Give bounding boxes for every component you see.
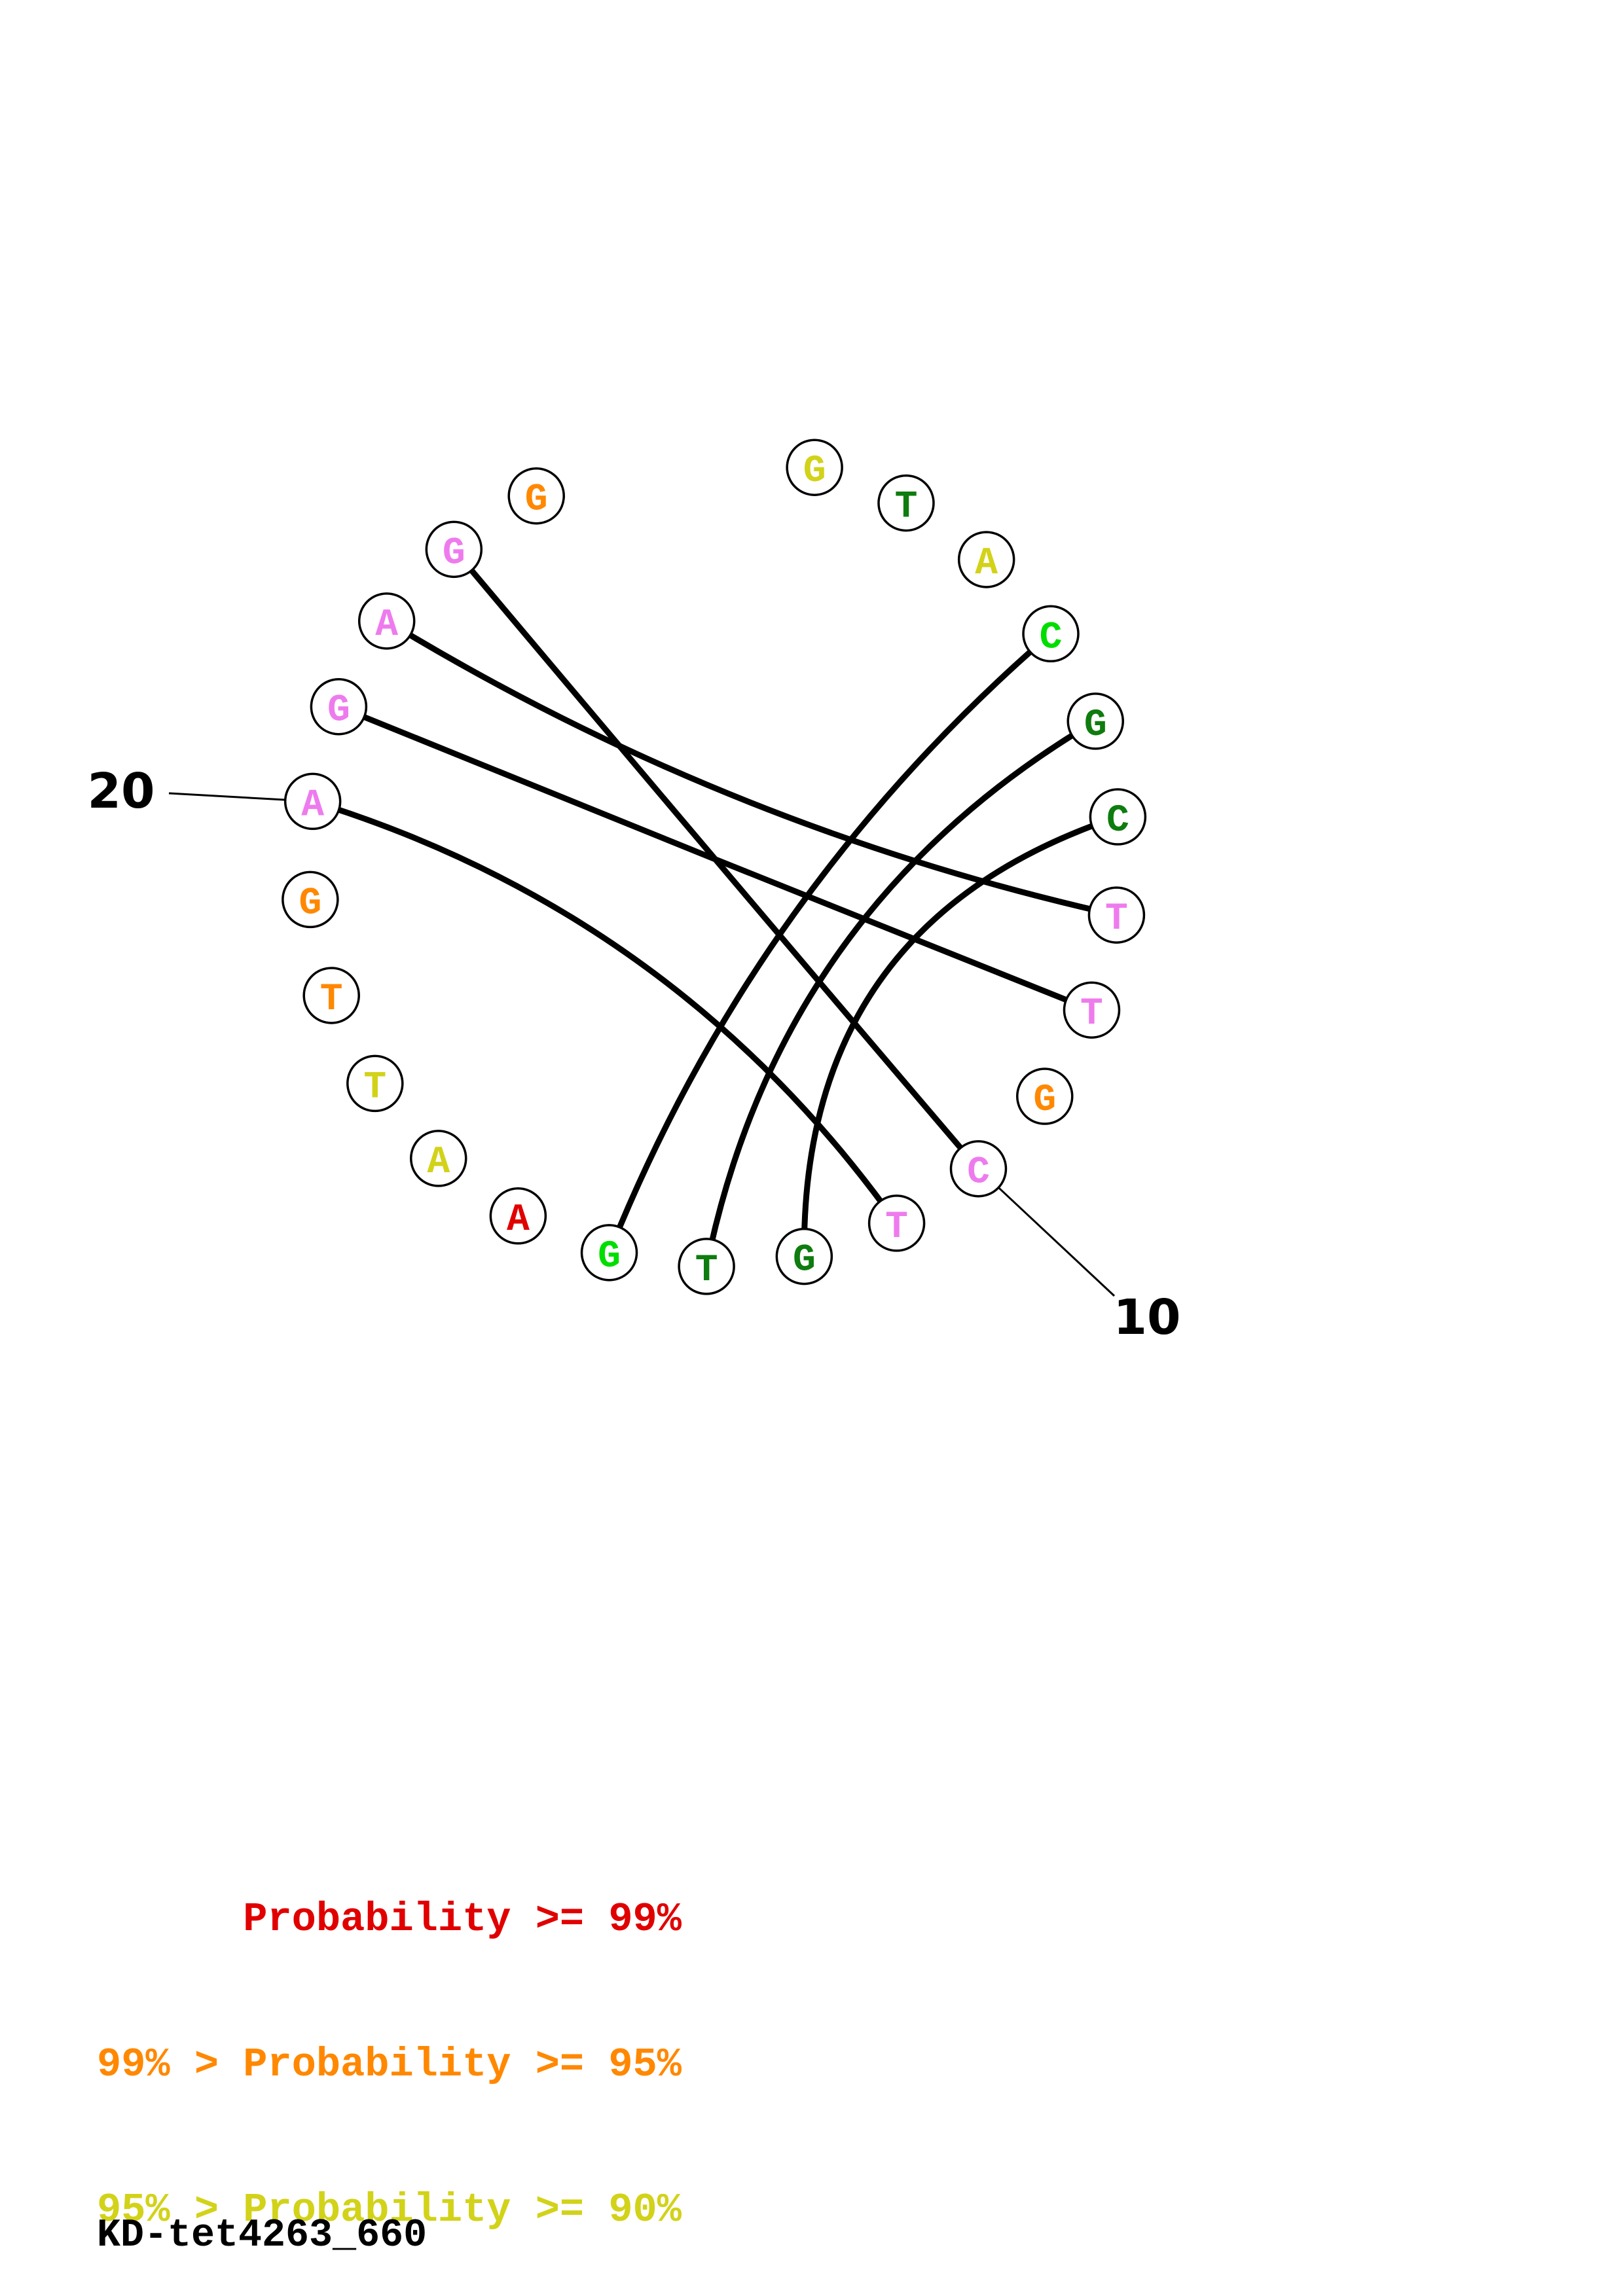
nucleotide-circle-23 xyxy=(425,520,483,579)
nucleotide-letter-22: A xyxy=(375,604,398,647)
nucleotide-letter-2: T xyxy=(895,486,918,529)
leader-line-10 xyxy=(977,1168,1116,1297)
nucleotide-circle-10 xyxy=(949,1139,1008,1198)
nucleotide-letter-10: C xyxy=(967,1152,990,1194)
nucleotide-letter-20: A xyxy=(301,784,324,827)
nucleotide-letter-7: T xyxy=(1105,898,1128,941)
nucleotide-circle-7 xyxy=(1087,886,1146,944)
nucleotide-letter-15: A xyxy=(507,1199,530,1242)
nucleotide-circle-9 xyxy=(1016,1067,1074,1125)
nucleotide-letter-12: G xyxy=(793,1240,816,1282)
nucleotide-letter-6: C xyxy=(1106,800,1129,842)
nucleotide-letter-21: G xyxy=(327,690,350,732)
nucleotide-circle-17 xyxy=(346,1054,404,1113)
nucleotide-letter-17: T xyxy=(363,1066,386,1109)
nucleotide-circle-4 xyxy=(1022,605,1080,663)
nucleotide-circle-24 xyxy=(507,467,565,525)
nucleotide-circle-20 xyxy=(283,772,342,831)
nucleotide-letter-24: G xyxy=(525,479,548,522)
probability-legend: Probability >= 99% 99% > Probability >= … xyxy=(97,1799,682,2296)
nucleotide-letter-4: C xyxy=(1040,617,1063,659)
nucleotide-letter-11: T xyxy=(885,1206,908,1249)
pair-arc-7-22 xyxy=(384,618,1120,918)
nucleotide-circle-19 xyxy=(282,870,339,929)
legend-item-p90: 95% > Probability >= 90% xyxy=(97,2187,682,2233)
nucleotide-circle-3 xyxy=(957,531,1015,588)
nucleotide-letter-1: G xyxy=(803,450,826,493)
pair-arc-4-14 xyxy=(606,630,1054,1256)
nucleotide-circle-5 xyxy=(1067,692,1124,750)
nucleotide-letter-19: G xyxy=(299,882,321,925)
nucleotide-circle-12 xyxy=(775,1227,833,1285)
nucleotide-circle-11 xyxy=(867,1194,926,1252)
position-label-20: 20 xyxy=(88,763,155,819)
pair-arc-5-13 xyxy=(703,718,1099,1270)
nucleotide-circle-18 xyxy=(302,967,360,1024)
nucleotide-letter-9: G xyxy=(1033,1079,1056,1122)
pair-arc-10-23 xyxy=(450,546,981,1172)
nucleotide-circle-14 xyxy=(580,1224,638,1282)
legend-item-p99: Probability >= 99% xyxy=(97,1896,682,1943)
legend-item-p95: 99% > Probability >= 95% xyxy=(97,2041,682,2088)
position-label-10: 10 xyxy=(1114,1289,1181,1346)
nucleotide-circle-1 xyxy=(786,439,843,496)
nucleotide-circle-15 xyxy=(489,1187,547,1245)
nucleotide-letter-14: G xyxy=(598,1236,621,1278)
nucleotide-letter-16: A xyxy=(427,1141,450,1184)
pair-arc-6-12 xyxy=(801,814,1121,1260)
nucleotide-letter-18: T xyxy=(320,978,343,1021)
nucleotide-circle-16 xyxy=(409,1130,467,1187)
nucleotide-letter-3: A xyxy=(975,543,998,585)
nucleotide-circle-21 xyxy=(310,677,368,736)
nucleotide-letter-8: T xyxy=(1080,993,1103,1035)
pair-arc-11-20 xyxy=(310,798,900,1227)
figure-title: KD-tet4263_660 xyxy=(97,2214,428,2258)
nucleotide-letter-13: T xyxy=(695,1249,718,1292)
nucleotide-letter-23: G xyxy=(443,532,465,575)
pair-arcs xyxy=(310,546,1121,1270)
nucleotide-letter-5: G xyxy=(1084,704,1107,747)
nucleotide-circle-2 xyxy=(877,474,935,532)
nucleotide-circle-13 xyxy=(678,1238,735,1295)
label-leader-lines xyxy=(168,792,1116,1297)
nucleotide-circle-8 xyxy=(1063,981,1121,1039)
nucleotide-circle-22 xyxy=(357,592,416,650)
nucleotide-circle-6 xyxy=(1089,788,1147,846)
